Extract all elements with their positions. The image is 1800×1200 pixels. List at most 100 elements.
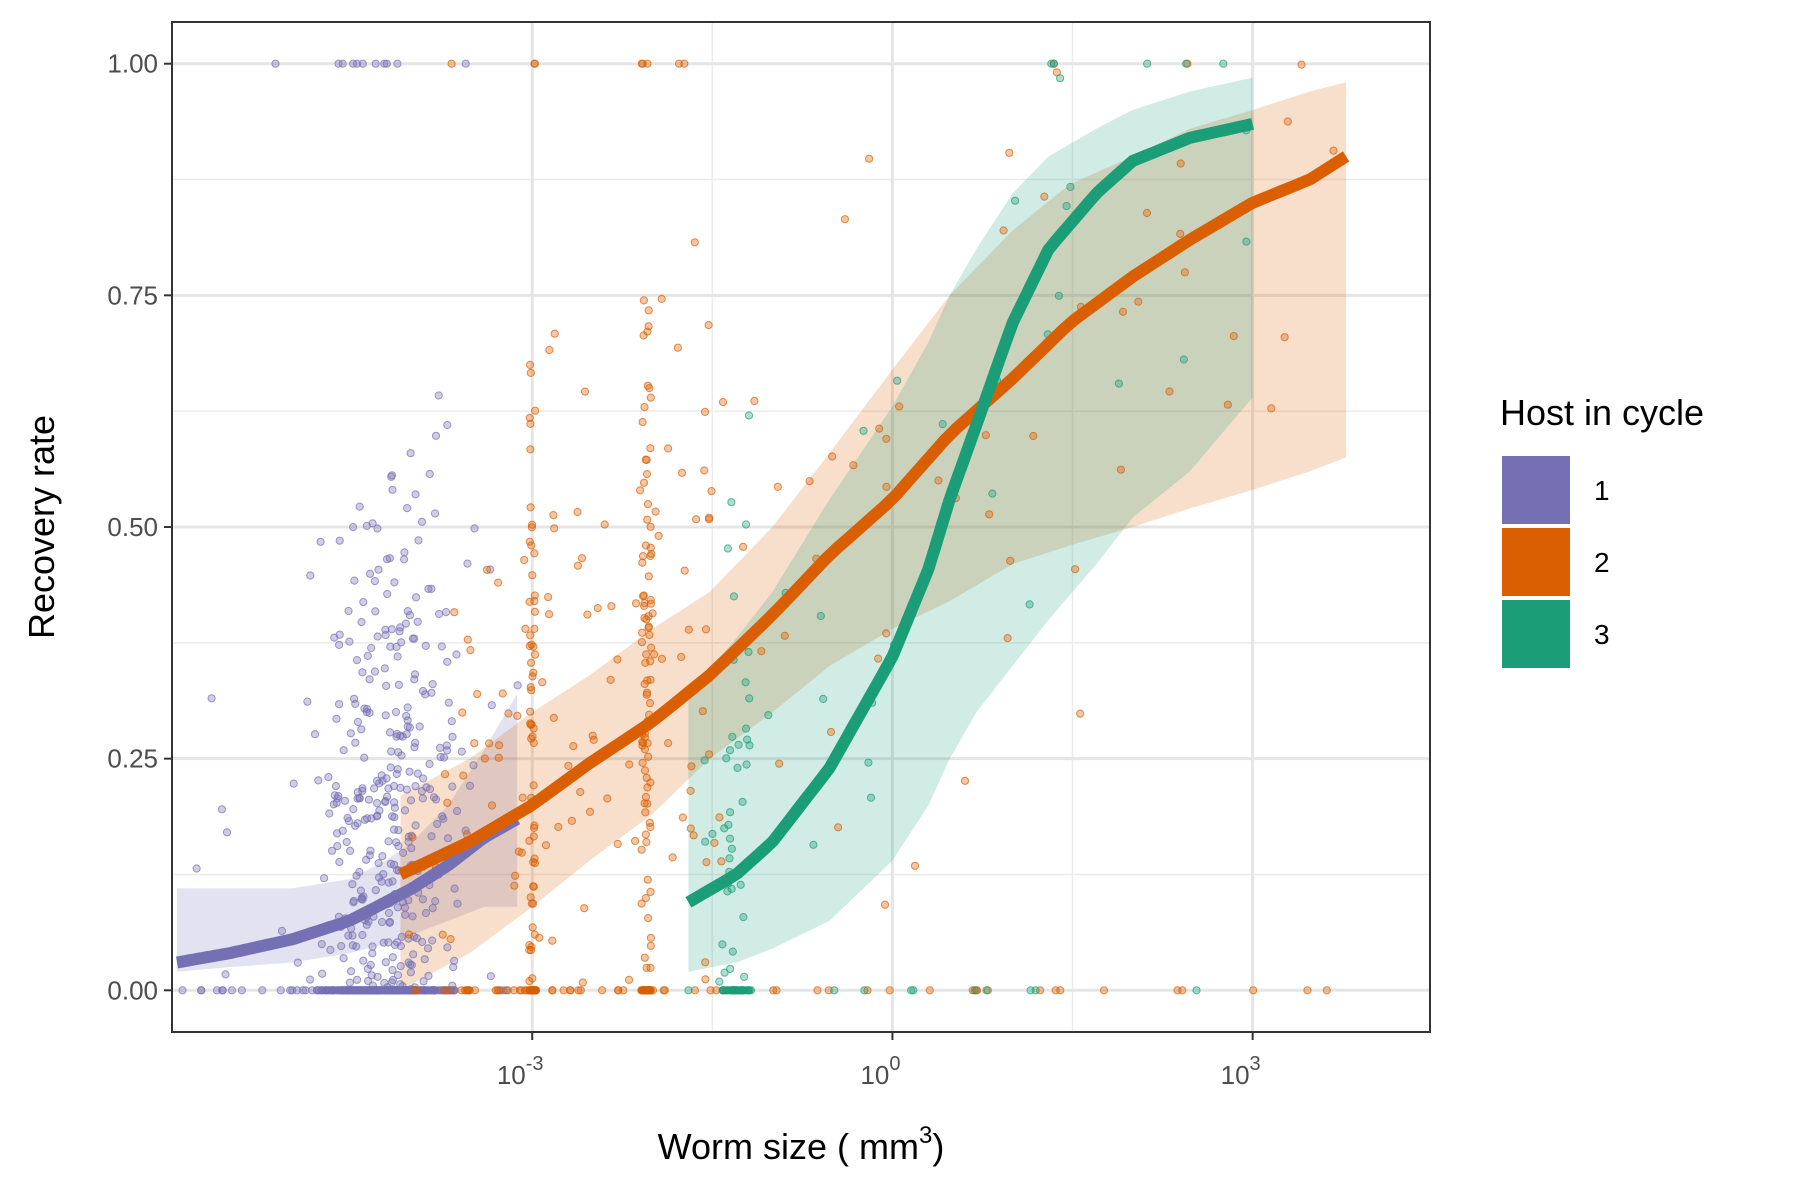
data-point	[525, 945, 534, 955]
data-point	[705, 750, 714, 759]
data-point	[518, 793, 527, 802]
data-point	[461, 986, 470, 995]
data-point	[450, 884, 459, 893]
data-point	[384, 986, 394, 995]
data-point	[377, 877, 386, 886]
data-point	[593, 604, 602, 613]
data-point	[576, 986, 585, 995]
data-point	[289, 779, 298, 788]
data-point	[925, 986, 934, 995]
data-point	[529, 738, 538, 748]
data-point	[880, 900, 890, 909]
data-point	[473, 690, 482, 699]
data-point	[577, 554, 587, 563]
data-point	[362, 521, 371, 531]
data-point	[644, 572, 653, 581]
data-point	[1056, 74, 1065, 83]
data-point	[358, 784, 367, 793]
data-point	[664, 444, 673, 453]
data-point	[638, 552, 648, 561]
data-point	[325, 809, 334, 818]
data-point	[357, 893, 366, 902]
data-point	[334, 59, 343, 68]
data-point	[431, 431, 441, 440]
data-point	[531, 650, 540, 659]
data-point	[707, 487, 716, 496]
data-point	[329, 800, 338, 809]
data-point	[339, 746, 348, 755]
data-point	[413, 769, 422, 778]
data-point	[530, 854, 539, 863]
data-point	[1176, 229, 1185, 238]
data-point	[554, 822, 563, 832]
data-point	[418, 895, 427, 904]
data-point	[450, 956, 459, 966]
data-point	[449, 963, 458, 972]
data-point	[387, 747, 396, 756]
data-point	[358, 786, 367, 795]
data-point	[447, 717, 456, 726]
data-point	[636, 486, 645, 495]
data-point	[720, 824, 729, 833]
data-point	[461, 59, 470, 68]
data-point	[222, 828, 232, 837]
data-point	[487, 801, 497, 810]
data-point	[639, 296, 649, 305]
data-point	[644, 322, 653, 331]
data-point	[646, 522, 655, 531]
data-point	[303, 697, 312, 706]
data-point	[380, 664, 389, 673]
data-point	[431, 897, 440, 906]
data-point	[1223, 400, 1233, 409]
data-point	[743, 735, 752, 744]
data-point	[513, 681, 522, 690]
data-point	[371, 886, 380, 895]
data-point	[1040, 192, 1049, 201]
data-point	[424, 584, 433, 594]
data-point	[538, 678, 547, 687]
data-point	[339, 954, 348, 963]
points-host-2	[404, 59, 1338, 995]
data-point	[1229, 332, 1238, 341]
data-point	[526, 419, 535, 428]
data-point	[1303, 986, 1312, 995]
data-point	[529, 668, 538, 677]
data-point	[549, 713, 558, 723]
data-point	[698, 707, 707, 716]
data-point	[370, 667, 380, 676]
data-point	[744, 411, 754, 420]
data-point	[643, 515, 652, 524]
data-point	[775, 759, 784, 768]
data-point	[411, 821, 420, 830]
data-point	[701, 975, 710, 984]
data-point	[757, 647, 766, 656]
data-point	[1026, 986, 1035, 995]
data-point	[564, 761, 573, 771]
data-point	[701, 837, 710, 846]
legend-key-host-2	[1502, 528, 1570, 596]
data-point	[764, 711, 773, 720]
data-point	[405, 767, 414, 776]
data-point	[403, 716, 412, 725]
data-point	[333, 842, 342, 851]
data-point	[218, 986, 227, 995]
data-point	[741, 520, 751, 529]
data-point	[381, 797, 390, 807]
data-point	[708, 829, 717, 839]
data-point	[405, 611, 414, 620]
data-point	[549, 510, 558, 520]
data-point	[893, 376, 902, 385]
data-point	[197, 986, 206, 995]
data-point	[448, 782, 457, 791]
data-point	[644, 752, 653, 761]
data-point	[910, 861, 920, 870]
data-point	[330, 791, 339, 800]
data-point	[1178, 986, 1187, 995]
data-point	[970, 986, 979, 995]
legend-key-host-3	[1502, 600, 1570, 668]
data-point	[423, 944, 433, 953]
legend-label-host-3: 3	[1594, 619, 1610, 650]
data-point	[466, 646, 475, 655]
data-point	[588, 731, 597, 740]
